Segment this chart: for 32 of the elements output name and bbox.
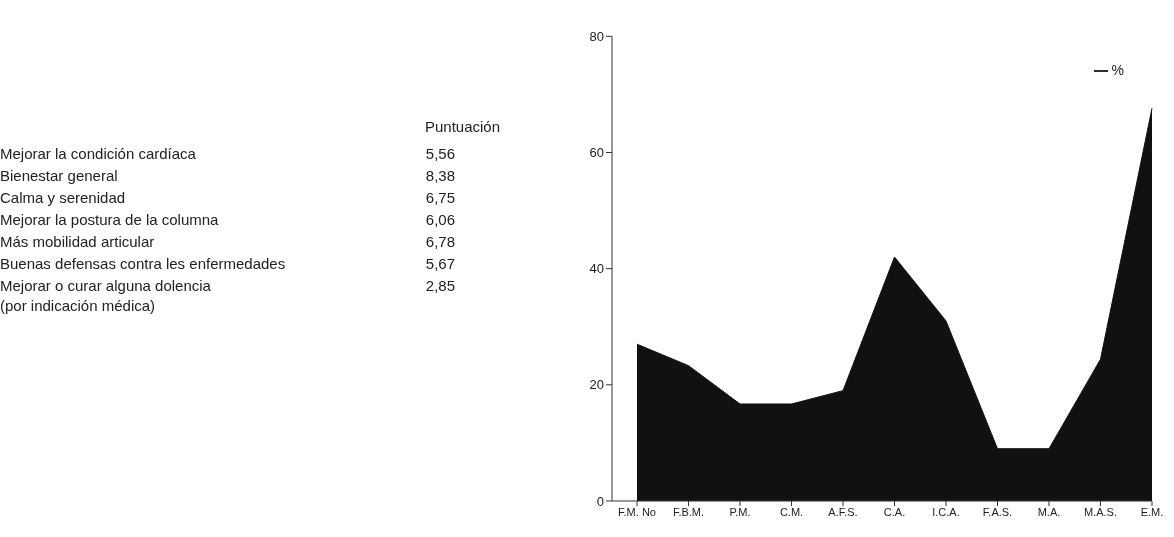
x-tick-label: A.F.S. — [828, 505, 858, 518]
x-tick-label: F.A.S. — [982, 505, 1013, 518]
x-tick-label: I.C.A. — [932, 505, 960, 518]
text: 6,78 — [425, 233, 455, 250]
category-label: Bienestar general — [0, 166, 119, 186]
text: 8,38 — [425, 167, 455, 184]
category-label: Más mobilidad articular — [0, 232, 156, 252]
y-tick-label: 60 — [589, 145, 604, 161]
text: 5,56 — [425, 145, 455, 162]
text: 6,75 — [425, 189, 455, 206]
x-tick-label: F.M. No — [618, 505, 656, 518]
x-tick-label: M.A. — [1037, 505, 1061, 518]
x-tick-label: F.B.M. — [672, 505, 705, 518]
text: 2,85 — [425, 277, 455, 294]
text: Puntuación — [423, 118, 500, 137]
category-label: Buenas defensas contra les enfermedades — [0, 254, 287, 274]
category-label: Mejorar la postura de la columna — [0, 210, 220, 230]
text: 6,06 — [425, 211, 455, 228]
category-label: Calma y serenidad — [0, 188, 127, 208]
y-tick-label: 80 — [589, 28, 604, 44]
y-tick-label: 20 — [589, 377, 604, 393]
x-tick-label: C.M. — [779, 505, 804, 518]
x-tick-label: E.M. — [1140, 505, 1164, 518]
x-tick-label: C.A. — [883, 505, 906, 518]
x-tick-label: P.M. — [729, 505, 751, 518]
x-tick-label: M.A.S. — [1083, 505, 1118, 518]
y-tick-label: 0 — [596, 493, 604, 509]
text: 5,67 — [425, 255, 455, 272]
category-label: Mejorar la condición cardíaca — [0, 144, 197, 164]
legend-label: % — [1111, 62, 1124, 78]
category-label: Mejorar o curar alguna dolencia (por indicación médica) — [0, 276, 212, 316]
y-tick-label: 40 — [589, 261, 604, 277]
